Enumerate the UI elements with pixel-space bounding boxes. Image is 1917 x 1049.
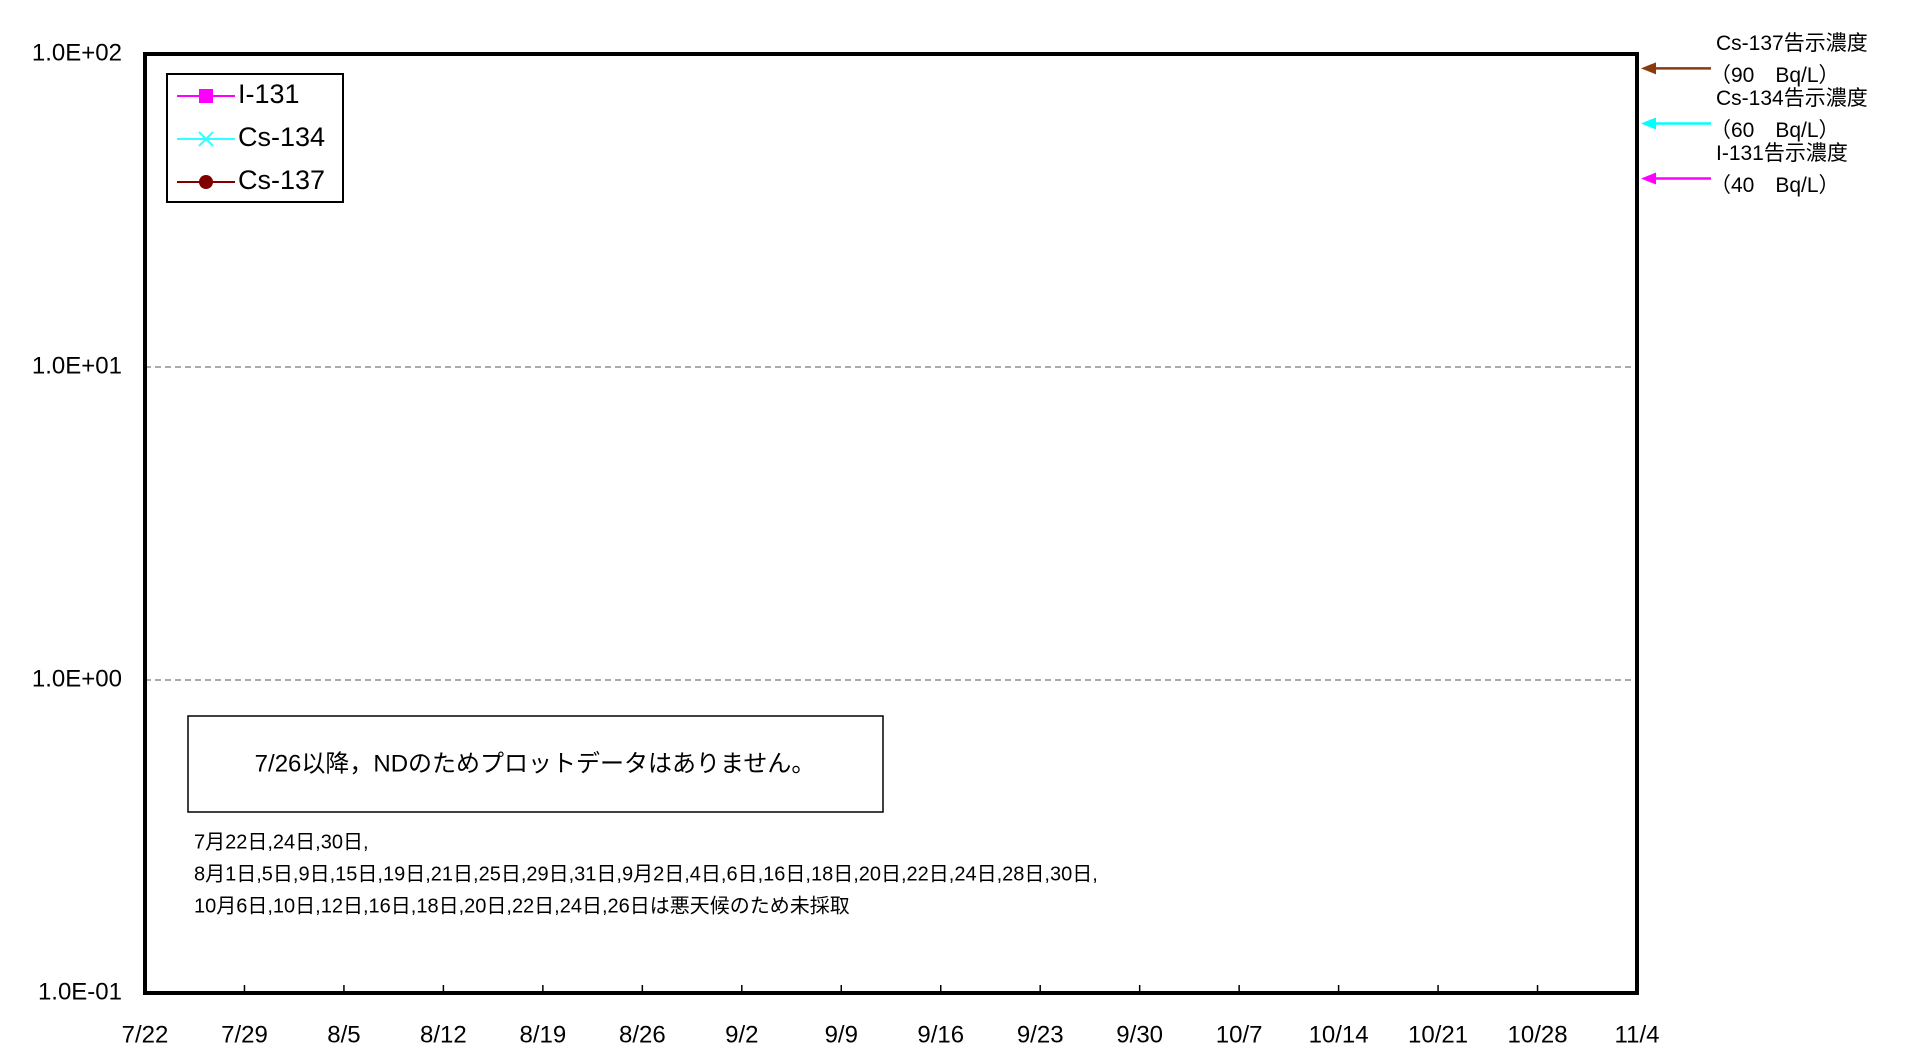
note-box	[187, 715, 884, 813]
marker	[199, 175, 213, 189]
limit-label: Cs-134告示濃度	[1716, 87, 1868, 110]
marker	[199, 89, 213, 103]
x-tick-label: 8/19	[520, 1021, 567, 1048]
x-tick-label: 7/29	[221, 1021, 268, 1048]
legend-label: I-131	[238, 79, 300, 109]
legend-label: Cs-134	[238, 122, 325, 152]
x-tick-label: 10/21	[1408, 1021, 1468, 1048]
x-tick-label: 9/23	[1017, 1021, 1064, 1048]
x-tick-label: 10/14	[1309, 1021, 1369, 1048]
limit-sub: （40 Bq/L）	[1710, 174, 1840, 197]
x-tick-label: 10/7	[1216, 1021, 1263, 1048]
x-tick-label: 9/9	[825, 1021, 858, 1048]
legend-label: Cs-137	[238, 165, 325, 195]
y-tick-label: 1.0E-01	[38, 978, 122, 1005]
plot-border	[143, 52, 1639, 995]
x-tick-label: 8/5	[327, 1021, 360, 1048]
y-tick-label: 1.0E+00	[32, 665, 122, 692]
x-tick-label: 8/12	[420, 1021, 467, 1048]
x-tick-label: 7/22	[122, 1021, 169, 1048]
x-tick-label: 9/16	[917, 1021, 964, 1048]
limit-label: I-131告示濃度	[1716, 142, 1848, 165]
x-tick-label: 9/2	[725, 1021, 758, 1048]
arrow-head	[1641, 172, 1656, 185]
marker	[198, 131, 214, 147]
x-tick-label: 10/28	[1508, 1021, 1568, 1048]
note: 7/26以降，NDのためプロットデータはありません。	[255, 750, 816, 777]
y-tick-label: 1.0E+01	[32, 352, 122, 379]
footnote: 8月1日,5日,9日,15日,19日,21日,25日,29日,31日,9月2日,…	[194, 863, 1098, 885]
x-tick-label: 11/4	[1615, 1021, 1660, 1048]
footnote: 7月22日,24日,30日,	[194, 831, 369, 853]
limit-label: Cs-137告示濃度	[1716, 32, 1868, 55]
x-tick-label: 8/26	[619, 1021, 666, 1048]
x-tick-label: 9/30	[1116, 1021, 1163, 1048]
limit-sub: （90 Bq/L）	[1710, 64, 1840, 87]
limit-sub: （60 Bq/L）	[1710, 119, 1840, 142]
arrow-head	[1641, 117, 1656, 130]
arrow-head	[1641, 62, 1656, 75]
footnote: 10月6日,10日,12日,16日,18日,20日,22日,24日,26日は悪天…	[194, 894, 850, 917]
y-tick-label: 1.0E+02	[32, 39, 122, 66]
